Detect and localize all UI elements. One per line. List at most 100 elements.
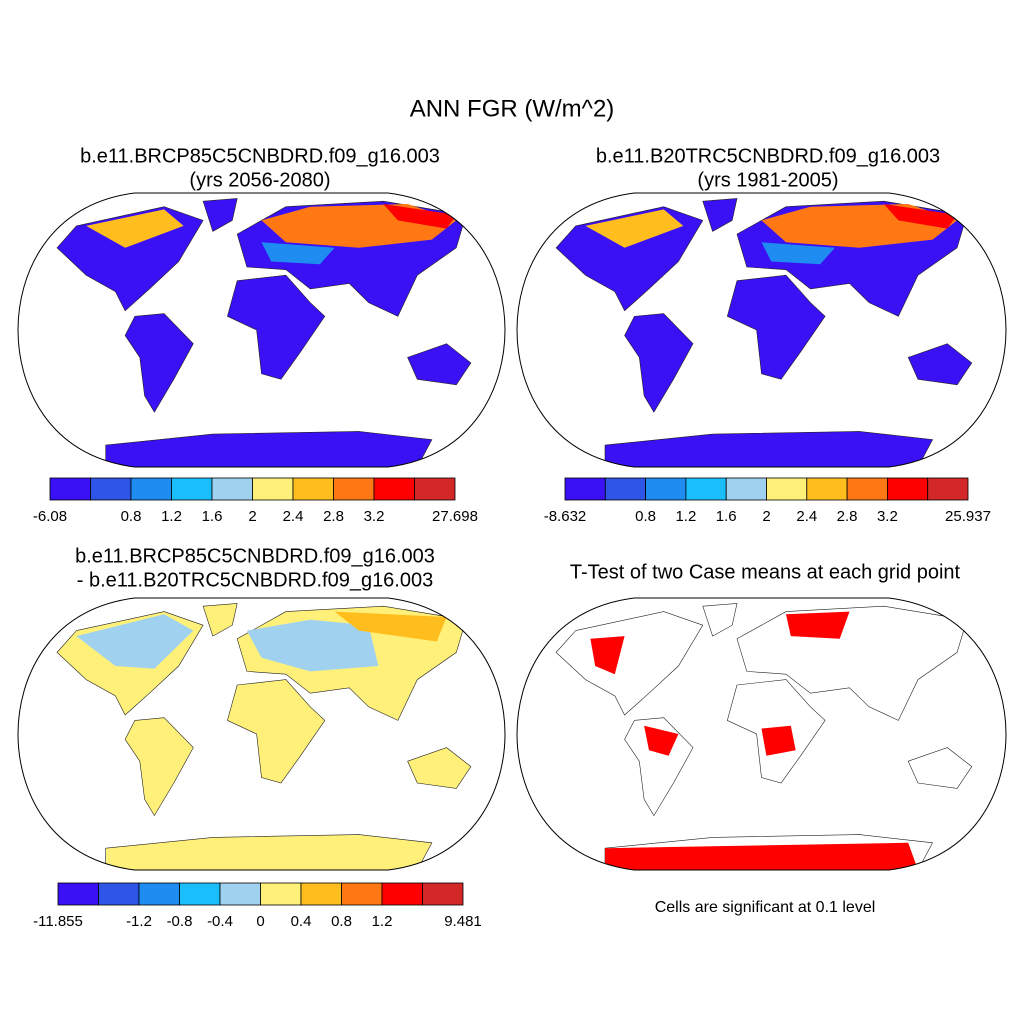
color-box [49, 477, 91, 501]
colorbar-label: 3.2 [877, 508, 898, 525]
map [555, 603, 973, 870]
land [56, 206, 204, 312]
field-patch [883, 204, 958, 229]
colorbar-label: 1.6 [716, 508, 737, 525]
map [555, 198, 973, 467]
color-box [292, 477, 334, 501]
land [105, 431, 433, 467]
land [407, 343, 472, 386]
color-box [422, 882, 464, 906]
map [56, 198, 472, 467]
land [105, 834, 433, 870]
panel-title: (yrs 2056-2080) [189, 169, 330, 191]
color-box [685, 477, 727, 501]
land [604, 431, 934, 467]
map-outline [17, 192, 506, 468]
land [702, 603, 738, 637]
field-patch [246, 619, 379, 672]
colorbar-label: 0 [256, 913, 264, 930]
color-box [414, 477, 456, 501]
field-patch [334, 611, 447, 642]
panel-title: b.e11.BRCP85C5CNBDRD.f09_g16.003 [75, 545, 435, 567]
colorbar-label: -11.855 [33, 913, 83, 930]
field-patch [590, 636, 625, 675]
colorbar-label: 1.6 [202, 508, 223, 525]
colorbar-label: -1.2 [126, 913, 152, 930]
colorbar-label: 2 [762, 508, 770, 525]
colorbar-label: 9.481 [444, 913, 482, 930]
color-box [887, 477, 929, 501]
colorbar-label: 0.8 [331, 913, 352, 930]
field-patch [761, 242, 835, 265]
color-box [130, 477, 172, 501]
color-box [373, 477, 415, 501]
colorbar-label: 2.8 [837, 508, 858, 525]
panel-title: (yrs 1981-2005) [697, 169, 838, 191]
map-outline [516, 192, 1007, 468]
land [227, 679, 326, 784]
color-box [381, 882, 423, 906]
color-box [171, 477, 213, 501]
color-box [806, 477, 848, 501]
color-box [138, 882, 180, 906]
land [726, 274, 826, 380]
land [227, 274, 326, 380]
color-box [604, 477, 646, 501]
land [407, 747, 472, 789]
color-box [645, 477, 687, 501]
land [907, 343, 973, 386]
field-patch [76, 614, 194, 669]
land [124, 717, 194, 817]
colorbar-label: -0.4 [207, 913, 233, 930]
field-patch [585, 209, 684, 248]
land [555, 206, 704, 312]
colorbar-label: -6.08 [33, 508, 67, 525]
figure-title: ANN FGR (W/m^2) [410, 95, 615, 122]
field-patch [383, 204, 457, 229]
colorbar-label: 27.698 [432, 508, 478, 525]
colorbar-label: 1.2 [161, 508, 182, 525]
color-box [846, 477, 888, 501]
colorbar-label: -8.632 [544, 508, 587, 525]
color-box [57, 882, 99, 906]
colorbar-label: 1.2 [675, 508, 696, 525]
field-patch [761, 725, 796, 756]
colorbar-label: 2.4 [796, 508, 817, 525]
color-box [252, 477, 294, 501]
panel-title: - b.e11.B20TRC5CNBDRD.f09_g16.003 [77, 569, 433, 591]
colorbar-label: 0.4 [291, 913, 312, 930]
color-box [300, 882, 342, 906]
field-patch [786, 611, 850, 639]
color-box [766, 477, 808, 501]
field-patch [644, 725, 679, 756]
colorbar-label: 25.937 [945, 508, 991, 525]
land [907, 747, 973, 789]
color-box [90, 477, 132, 501]
colorbar-label: 2.8 [323, 508, 344, 525]
colorbar-label: 3.2 [364, 508, 385, 525]
land [202, 603, 238, 637]
colorbar-label: 2 [248, 508, 256, 525]
color-box [564, 477, 606, 501]
colorbar-label: 2.4 [283, 508, 304, 525]
land [202, 198, 238, 232]
colorbar-label: -0.8 [167, 913, 193, 930]
colorbar-label: 0.8 [635, 508, 656, 525]
map [56, 603, 472, 870]
land [624, 717, 694, 817]
panel-title: b.e11.BRCP85C5CNBDRD.f09_g16.003 [80, 145, 440, 167]
panel-title: b.e11.B20TRC5CNBDRD.f09_g16.003 [596, 145, 940, 167]
land [702, 198, 738, 232]
color-box [260, 882, 302, 906]
map-outline [516, 597, 1007, 871]
note: Cells are significant at 0.1 level [655, 899, 876, 916]
color-box [725, 477, 767, 501]
color-box [98, 882, 140, 906]
land [624, 313, 694, 413]
colorbar-label: 0.8 [121, 508, 142, 525]
field-patch [605, 842, 918, 870]
field-patch [261, 242, 335, 265]
land [555, 611, 704, 716]
color-box [333, 477, 375, 501]
